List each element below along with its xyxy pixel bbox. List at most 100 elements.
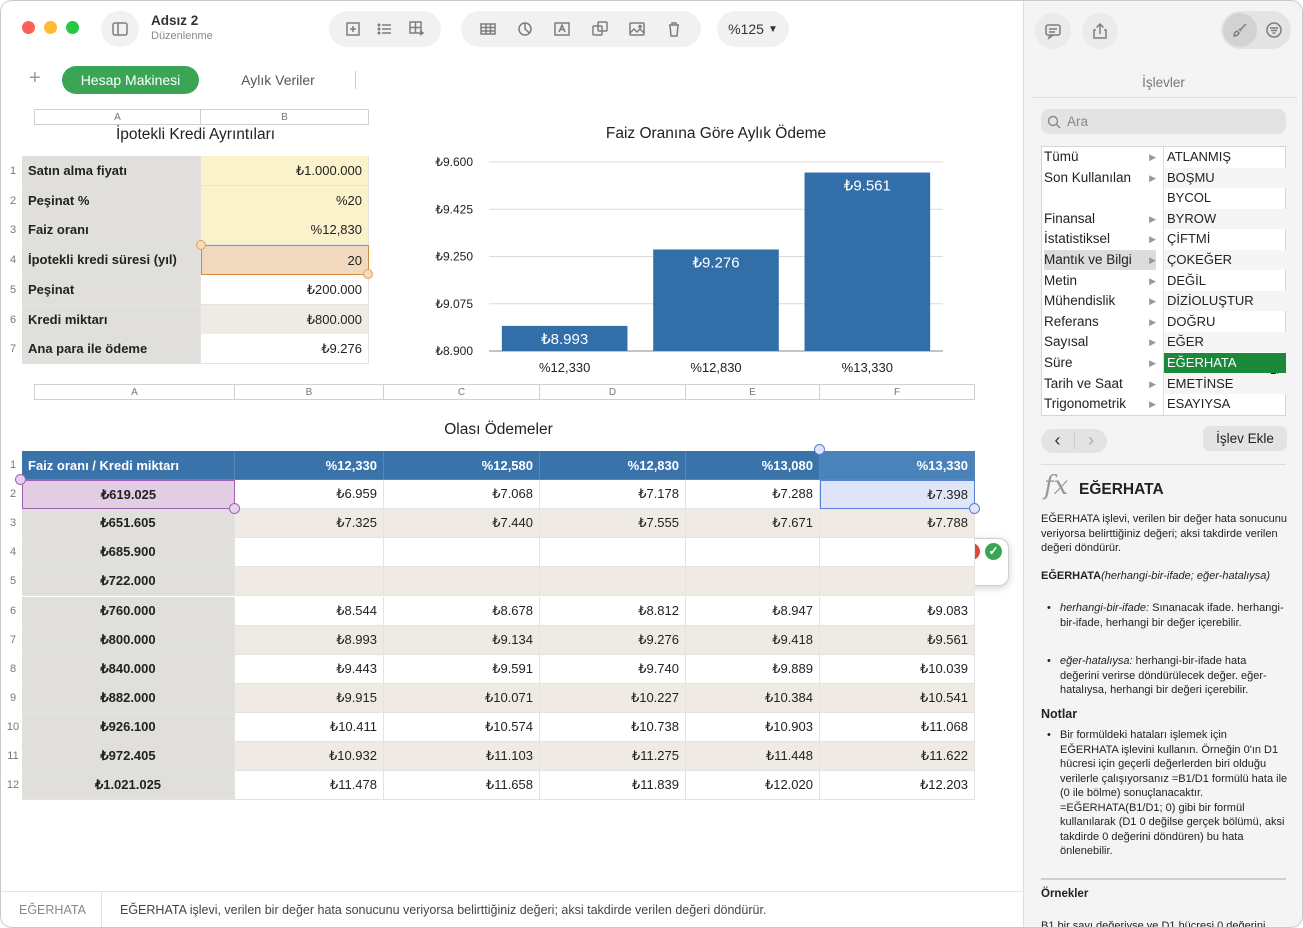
table1-row-value[interactable]: ₺800.000 xyxy=(201,305,369,335)
table2-header-cell[interactable]: %13,080 xyxy=(686,451,820,480)
insert-table-row-icon[interactable] xyxy=(339,15,367,43)
table1-row-value[interactable]: ₺200.000 xyxy=(201,275,369,305)
table2-payment-cell[interactable]: ₺10.384 xyxy=(686,684,820,713)
function-category-item[interactable]: Tarih ve Saat ▶ xyxy=(1044,374,1156,394)
table2-payment-cell[interactable]: ₺10.227 xyxy=(540,684,686,713)
table2-payment-cell[interactable]: ₺11.622 xyxy=(820,742,975,771)
add-sheet-button[interactable]: + xyxy=(29,67,41,89)
function-list-item[interactable]: DEĞİL xyxy=(1167,272,1207,288)
table2-payment-cell[interactable]: ₺10.932 xyxy=(235,742,384,771)
function-list-item[interactable]: BOŞMU xyxy=(1164,167,1286,188)
function-list-item[interactable]: ATLANMIŞ xyxy=(1167,149,1232,164)
table2-row-number[interactable]: 5 xyxy=(9,575,17,587)
table2-payment-cell[interactable]: ₺8.678 xyxy=(384,597,540,626)
table1-row-value[interactable]: ₺1.000.000 xyxy=(201,156,369,186)
table1-row-value[interactable]: %20 xyxy=(201,186,369,216)
table2-payment-cell[interactable]: ₺11.839 xyxy=(540,771,686,800)
table2-payment-cell[interactable] xyxy=(686,538,820,567)
table2-payment-cell[interactable]: ₺12.203 xyxy=(820,771,975,800)
purple-range-handle-bottom[interactable] xyxy=(229,503,240,514)
function-category-item[interactable]: Metin ▶ xyxy=(1044,271,1156,291)
function-search-field[interactable]: Ara xyxy=(1041,109,1286,134)
table1-row-number[interactable]: 3 xyxy=(9,224,17,236)
forward-button[interactable]: › xyxy=(1088,430,1094,450)
table2-payment-cell[interactable]: ₺7.325 xyxy=(235,509,384,538)
table2-header-cell[interactable]: %12,580 xyxy=(384,451,540,480)
table2-row-number[interactable]: 12 xyxy=(6,779,20,791)
table1-row-number[interactable]: 6 xyxy=(9,314,17,326)
sidebar-toggle-button[interactable] xyxy=(101,11,139,47)
table2-payment-cell[interactable]: ₺8.812 xyxy=(540,597,686,626)
comment-button[interactable] xyxy=(1035,13,1071,49)
payment-bar-chart[interactable]: ₺8.900 ₺9.075 ₺9.250 ₺9.425 ₺9.600 ₺8.993 %12,… xyxy=(411,146,971,381)
table2-loan-amount-cell[interactable]: ₺1.021.025 xyxy=(22,771,235,800)
function-category-item[interactable]: Referans ▶ xyxy=(1044,312,1156,332)
table2-col-header[interactable]: E xyxy=(686,384,820,400)
table2-col-header[interactable]: B xyxy=(235,384,384,400)
table2-payment-cell[interactable]: ₺7.398 xyxy=(820,480,975,509)
organize-button[interactable] xyxy=(1259,13,1289,47)
table2-payment-cell[interactable]: ₺10.411 xyxy=(235,713,384,742)
table2-payment-cell[interactable]: ₺7.178 xyxy=(540,480,686,509)
function-list-item[interactable]: BYCOL xyxy=(1167,190,1212,206)
function-list-item[interactable]: DİZİOLUŞTUR xyxy=(1164,291,1286,312)
table1-row-label[interactable]: Peşinat xyxy=(22,275,201,305)
function-list-item[interactable]: ÇİFTMİ xyxy=(1167,231,1211,247)
table2-payment-cell[interactable] xyxy=(235,538,384,567)
table2-loan-amount-cell[interactable]: ₺760.000 xyxy=(22,597,235,626)
shape-icon[interactable] xyxy=(586,15,614,43)
table2-payment-cell[interactable]: ₺9.134 xyxy=(384,626,540,655)
table2-payment-cell[interactable]: ₺9.740 xyxy=(540,655,686,684)
media-icon[interactable] xyxy=(623,15,651,43)
table2-loan-amount-cell[interactable]: ₺840.000 xyxy=(22,655,235,684)
table2-payment-cell[interactable] xyxy=(540,538,686,567)
table2-payment-cell[interactable] xyxy=(540,567,686,596)
table2-payment-cell[interactable]: ₺11.103 xyxy=(384,742,540,771)
table2-payment-cell[interactable]: ₺7.068 xyxy=(384,480,540,509)
selection-handle-bottom[interactable] xyxy=(363,269,373,279)
table1-row-label[interactable]: Peşinat % xyxy=(22,186,201,216)
table2-payment-cell[interactable]: ₺10.541 xyxy=(820,684,975,713)
table2-row-number[interactable]: 10 xyxy=(6,721,20,733)
table1-row-number[interactable]: 7 xyxy=(9,343,17,355)
table2-payment-cell[interactable]: ₺9.591 xyxy=(384,655,540,684)
table2-col-header[interactable]: F xyxy=(820,384,975,400)
table1-col-header-b[interactable]: B xyxy=(201,109,369,125)
table2-payment-cell[interactable]: ₺7.788 xyxy=(820,509,975,538)
table2-payment-cell[interactable]: ₺9.083 xyxy=(820,597,975,626)
table2-payment-cell[interactable]: ₺8.544 xyxy=(235,597,384,626)
table2-payment-cell[interactable]: ₺10.039 xyxy=(820,655,975,684)
function-category-item[interactable]: Mantık ve Bilgi ▶ xyxy=(1044,250,1156,270)
table1-row-label[interactable]: Ana para ile ödeme xyxy=(22,334,201,364)
blue-range-handle-top[interactable] xyxy=(814,444,825,455)
table2-loan-amount-cell[interactable]: ₺882.000 xyxy=(22,684,235,713)
table2-col-header[interactable]: A xyxy=(34,384,235,400)
table1-row-value[interactable]: ₺9.276 xyxy=(201,334,369,364)
table1-row-label[interactable]: Kredi miktarı xyxy=(22,305,201,335)
table1-row-number[interactable]: 5 xyxy=(9,284,17,296)
table2-loan-amount-cell[interactable]: ₺722.000 xyxy=(22,567,235,596)
table2-payment-cell[interactable]: ₺7.288 xyxy=(686,480,820,509)
table2-payment-cell[interactable]: ₺11.658 xyxy=(384,771,540,800)
table2-row-number[interactable]: 1 xyxy=(9,459,17,471)
table2-loan-amount-cell[interactable]: ₺800.000 xyxy=(22,626,235,655)
minimize-window-button[interactable] xyxy=(44,21,57,34)
blue-range-handle-bottom[interactable] xyxy=(969,503,980,514)
function-category-item[interactable]: Trigonometrik ▶ xyxy=(1044,394,1156,414)
table2-row-number[interactable]: 2 xyxy=(9,488,17,500)
format-button[interactable] xyxy=(1223,13,1257,47)
close-window-button[interactable] xyxy=(22,21,35,34)
purple-range-handle-top[interactable] xyxy=(15,474,26,485)
function-category-item[interactable]: Sayısal ▶ xyxy=(1044,332,1156,352)
table2-payment-cell[interactable]: ₺11.275 xyxy=(540,742,686,771)
tab-aylik-veriler[interactable]: Aylık Veriler xyxy=(241,72,315,88)
table2-payment-cell[interactable]: ₺7.555 xyxy=(540,509,686,538)
function-category-item[interactable]: Finansal ▶ xyxy=(1044,209,1156,229)
function-category-item[interactable]: Mühendislik ▶ xyxy=(1044,291,1156,311)
function-list-item[interactable]: ÇOKEĞER xyxy=(1164,250,1286,270)
table2-payment-cell[interactable]: ₺9.418 xyxy=(686,626,820,655)
table2-payment-cell[interactable]: ₺8.993 xyxy=(235,626,384,655)
table2-row-number[interactable]: 9 xyxy=(9,692,17,704)
table2-payment-cell[interactable]: ₺10.574 xyxy=(384,713,540,742)
table2-row-number[interactable]: 8 xyxy=(9,663,17,675)
